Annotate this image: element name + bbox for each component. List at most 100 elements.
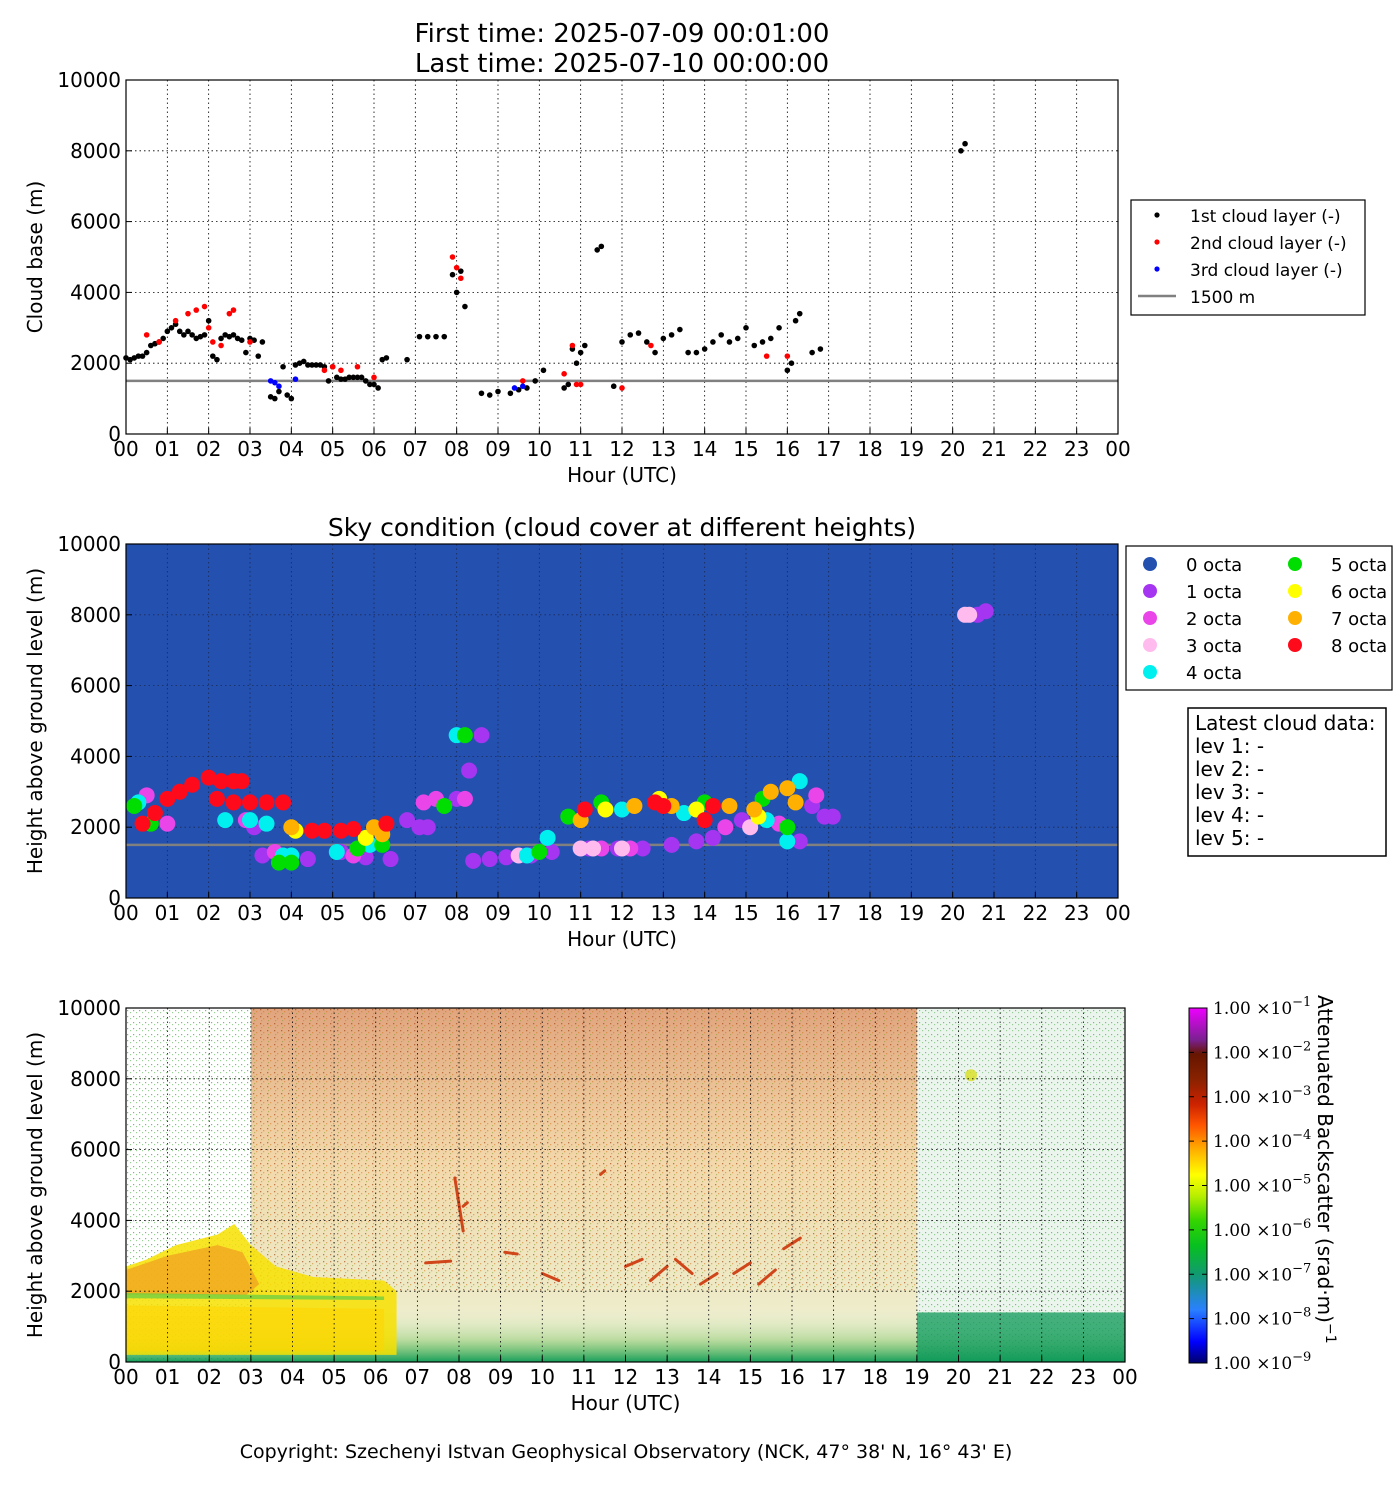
- x-tick-label: 07: [405, 1365, 430, 1389]
- x-tick-label: 16: [779, 1365, 804, 1389]
- cloud-base-point-layer1: [751, 342, 758, 349]
- cloud-base-point-layer1: [685, 349, 691, 356]
- cloud-base-point-layer1: [272, 395, 278, 402]
- sky-point-octa-5: [456, 727, 473, 744]
- cloud-base-point-layer1: [759, 339, 766, 345]
- cloud-base-point-layer2: [156, 339, 162, 345]
- cloud-base-point-layer1: [532, 378, 538, 384]
- cloud-base-point-layer1: [582, 342, 588, 349]
- cloud-base-point-layer1: [313, 362, 319, 368]
- sky-point-octa-8: [345, 820, 362, 837]
- sky-point-octa-8: [332, 822, 349, 839]
- x-tick-label: 16: [775, 901, 800, 925]
- x-tick-label: 12: [609, 437, 634, 461]
- x-tick-label: 09: [485, 901, 510, 925]
- sky-point-octa-8: [225, 794, 242, 811]
- backscatter-noise-speckle: [250, 1008, 917, 1292]
- header-first-time: First time: 2025-07-09 00:01:00: [415, 19, 830, 49]
- legend-label-octa-6: 6 octa: [1331, 582, 1387, 603]
- x-tick-label: 06: [361, 437, 386, 461]
- cloud-base-point-layer3: [511, 385, 518, 391]
- cloud-base-point-layer1: [230, 332, 237, 338]
- y-tick-label: 8000: [70, 603, 121, 627]
- x-tick-label: 07: [403, 901, 428, 925]
- cloud-base-point-layer1: [784, 367, 791, 374]
- sky-point-octa-1: [543, 843, 560, 860]
- cloud-base-point-layer1: [809, 349, 815, 356]
- cloud-base-point-layer1: [176, 328, 183, 335]
- x-tick-label: 07: [403, 437, 428, 461]
- x-tick-label: 04: [280, 1365, 305, 1389]
- colorbar-tick-exponent: −4: [1292, 1128, 1311, 1143]
- cloud-base-point-layer1: [458, 268, 464, 274]
- cloud-base-point-layer2: [784, 353, 791, 359]
- x-tick-label: 10: [527, 901, 552, 925]
- x-tick-label: 09: [488, 1365, 513, 1389]
- sky-condition-legend-box: [1125, 545, 1393, 691]
- sky-point-octa-8: [208, 790, 225, 807]
- colorbar-tick-exponent: −6: [1292, 1217, 1311, 1232]
- latest-cloud-data-frame: [1187, 707, 1387, 857]
- sky-point-octa-3: [572, 840, 589, 857]
- cloud-base-point-layer2: [449, 254, 456, 260]
- cloud-base-point-layer1: [495, 388, 501, 395]
- backscatter-cloud-streak: [673, 1257, 694, 1275]
- sky-point-octa-1: [461, 762, 478, 779]
- colorbar-label-text: Attenuated Backscatter (srad·m): [1313, 995, 1337, 1323]
- colorbar-label-exponent: −1: [1322, 1323, 1338, 1344]
- latest-cloud-data-title: Latest cloud data:: [1195, 711, 1375, 735]
- cloud-base-point-layer2: [561, 371, 567, 377]
- latest-cloud-data-lev4: lev 4: -: [1195, 803, 1264, 827]
- x-tick-label: 00: [1105, 437, 1130, 461]
- cloud-base-point-layer3: [292, 376, 299, 382]
- cloud-base-point-layer2: [371, 374, 377, 381]
- backscatter-cloud-streak: [503, 1250, 519, 1256]
- x-tick-label: 01: [155, 901, 180, 925]
- sky-point-octa-3: [961, 606, 978, 623]
- x-tick-label: 00: [1112, 1365, 1137, 1389]
- backscatter-ticks: 00 01 02 03 04 05 06 07 08 09 10 11 12 13 14 15 16 17 18 19…: [57, 996, 1137, 1389]
- x-tick-label: 18: [857, 901, 882, 925]
- cloud-base-point-layer1: [540, 367, 547, 374]
- sky-point-octa-5: [531, 843, 548, 860]
- x-tick-label: 20: [940, 437, 965, 461]
- legend-marker-octa-3: [1143, 638, 1157, 652]
- colorbar-tick-mantissa: 1.00 ×10: [1213, 1043, 1292, 1063]
- cloud-base-point-layer1: [619, 339, 625, 345]
- cloud-base-point-layer1: [168, 325, 175, 331]
- x-tick-label: 18: [863, 1365, 888, 1389]
- x-tick-label: 00: [113, 901, 138, 925]
- cloud-base-point-layer1: [792, 317, 799, 324]
- cloud-base-point-layer1: [300, 358, 307, 365]
- cloud-base-point-layer2: [193, 307, 200, 313]
- x-tick-label: 11: [568, 901, 593, 925]
- cloud-base-point-layer1: [453, 289, 460, 296]
- sky-point-octa-1: [498, 849, 515, 866]
- cloud-base-point-layer1: [214, 356, 220, 363]
- y-tick-label: 0: [108, 1350, 121, 1374]
- x-tick-label: 16: [775, 437, 800, 461]
- x-tick-label: 15: [733, 437, 758, 461]
- y-tick-label: 4000: [70, 1208, 121, 1232]
- sky-point-octa-8: [171, 783, 188, 800]
- legend-label-layer1: 1st cloud layer (-): [1190, 207, 1341, 227]
- cloud-base-point-layer1: [441, 333, 448, 340]
- sky-point-octa-8: [704, 797, 721, 814]
- cloud-base-point-layer2: [520, 378, 526, 384]
- cloud-base-point-layer1: [205, 317, 212, 324]
- sky-condition-y-axis-label: Height above ground level (m): [23, 568, 47, 874]
- backscatter-night-tint: [916, 1008, 1125, 1362]
- cloud-base-point-layer1: [259, 339, 266, 345]
- sky-point-octa-8: [159, 790, 176, 807]
- cloud-base-point-layer1: [185, 328, 191, 335]
- legend-marker-octa-4: [1143, 665, 1157, 679]
- x-tick-label: 10: [530, 1365, 555, 1389]
- x-tick-label: 13: [651, 901, 676, 925]
- sky-condition-legend: 0 octa 1 octa 2 octa 3 octa 4 octa 5 octa 6 oc…: [1125, 545, 1393, 691]
- sky-point-octa-8: [378, 815, 395, 832]
- cloud-base-point-layer1: [565, 381, 572, 388]
- sky-point-octa-8: [275, 794, 292, 811]
- colorbar-tick-label: 1.00 ×10−5: [1213, 1173, 1311, 1197]
- sky-point-octa-1: [791, 833, 808, 850]
